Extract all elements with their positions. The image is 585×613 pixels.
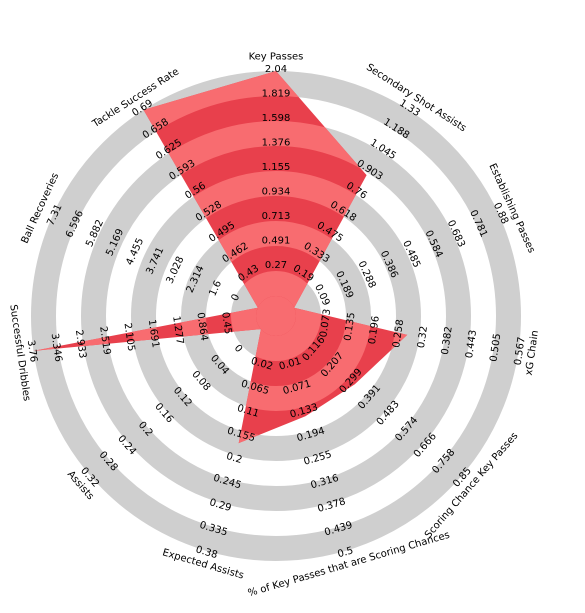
tick-label: 0 <box>232 343 244 355</box>
tick-label: 1.277 <box>170 315 185 345</box>
tick-label: 0.491 <box>262 236 291 247</box>
tick-label: 2.933 <box>73 329 88 359</box>
tick-label: 3.76 <box>25 339 39 363</box>
tick-label: 0 <box>230 292 243 302</box>
tick-label: 0.864 <box>194 312 209 342</box>
tick-label: 1.155 <box>262 162 291 173</box>
center-disc <box>256 296 296 336</box>
tick-label: 1.819 <box>262 88 291 99</box>
tick-label: 0.45 <box>219 311 233 335</box>
tick-label: 0.196 <box>367 315 382 345</box>
tick-label: 2.519 <box>97 326 112 356</box>
tick-label: 0.2 <box>225 451 243 466</box>
tick-label: 0.713 <box>262 211 291 222</box>
tick-label: 1.598 <box>262 113 291 124</box>
tick-label: 0.443 <box>464 329 479 359</box>
tick-label: 2.04 <box>265 64 287 75</box>
tick-label: 0.32 <box>416 325 430 349</box>
data-polygon <box>33 71 408 444</box>
tick-label: 0.567 <box>513 336 528 366</box>
tick-label: 0.258 <box>391 319 406 349</box>
tick-label: 2.105 <box>122 322 137 352</box>
tick-label: 3.346 <box>49 333 64 363</box>
category-label: Key Passes <box>249 52 304 63</box>
tick-label: 0.382 <box>440 326 455 356</box>
tick-label: 0.5 <box>336 545 354 560</box>
tick-label: 0.505 <box>488 333 503 363</box>
tick-label: 0.934 <box>262 187 291 198</box>
tick-label: 0.135 <box>343 312 358 342</box>
polygon-shade-5 <box>231 271 321 361</box>
tick-label: 0.27 <box>265 260 287 271</box>
tick-label: 0.073 <box>318 308 333 338</box>
category-label: xG Chain <box>524 330 541 377</box>
tick-label: 1.376 <box>262 137 291 148</box>
tick-label: 1.691 <box>146 319 161 349</box>
